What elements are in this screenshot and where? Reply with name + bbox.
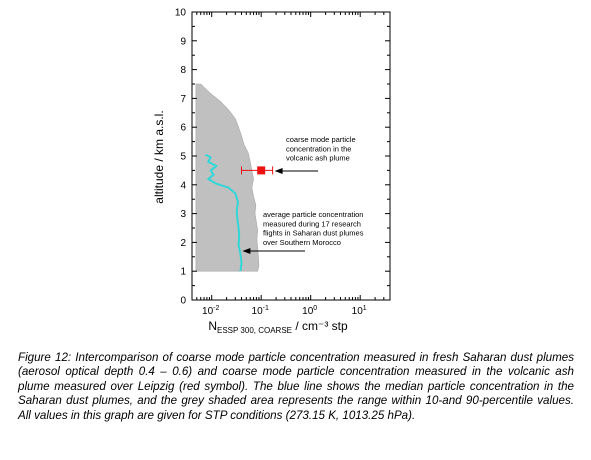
y-axis-title: altitude / km a.s.l.: [152, 110, 166, 203]
median-line: [205, 153, 243, 272]
figure-caption: Figure 12: Intercomparison of coarse mod…: [18, 351, 574, 422]
y-tick-label: 10: [175, 8, 187, 19]
y-tick-label: 9: [180, 36, 186, 47]
annotation-arrow-head: [274, 168, 283, 174]
annotation-text: coarse mode particle concentration in the…: [286, 135, 356, 163]
annotation-arrow-head: [242, 248, 251, 254]
x-tick-label: 10-2: [202, 305, 219, 317]
annotation-text: average particle concentration measured d…: [263, 210, 364, 247]
tick-layer: 0 1 2 3 4 5 6 7 8 9 10 10-2 10-1 100 101: [175, 8, 391, 317]
y-tick-label: 7: [180, 94, 186, 105]
median-line-layer: [205, 153, 243, 272]
x-tick-label: 101: [352, 305, 367, 317]
y-tick-label: 8: [180, 65, 186, 76]
y-tick-label: 6: [180, 123, 186, 134]
figure: 0 1 2 3 4 5 6 7 8 9 10 10-2 10-1 100 101 coarse mode p…: [152, 8, 391, 335]
x-axis-title: NESSP 300, COARSE / cm⁻³ stp: [208, 319, 348, 335]
y-tick-label: 1: [180, 267, 186, 278]
y-tick-label: 4: [180, 180, 186, 191]
volcanic-point-marker: [257, 166, 266, 175]
y-tick-label: 0: [180, 296, 186, 307]
volcanic-point-layer: [241, 166, 274, 175]
annotation-layer: coarse mode particle concentration in the…: [242, 135, 364, 254]
x-tick-label: 10-1: [252, 305, 269, 317]
percentile-band-layer: [195, 83, 260, 272]
y-tick-label: 2: [180, 238, 186, 249]
x-tick-label: 100: [302, 305, 317, 317]
y-tick-label: 5: [180, 152, 186, 163]
percentile-band: [195, 83, 260, 272]
chart: 0 1 2 3 4 5 6 7 8 9 10 10-2 10-1 100 101 coarse mode p…: [152, 8, 391, 335]
y-tick-label: 3: [180, 209, 186, 220]
